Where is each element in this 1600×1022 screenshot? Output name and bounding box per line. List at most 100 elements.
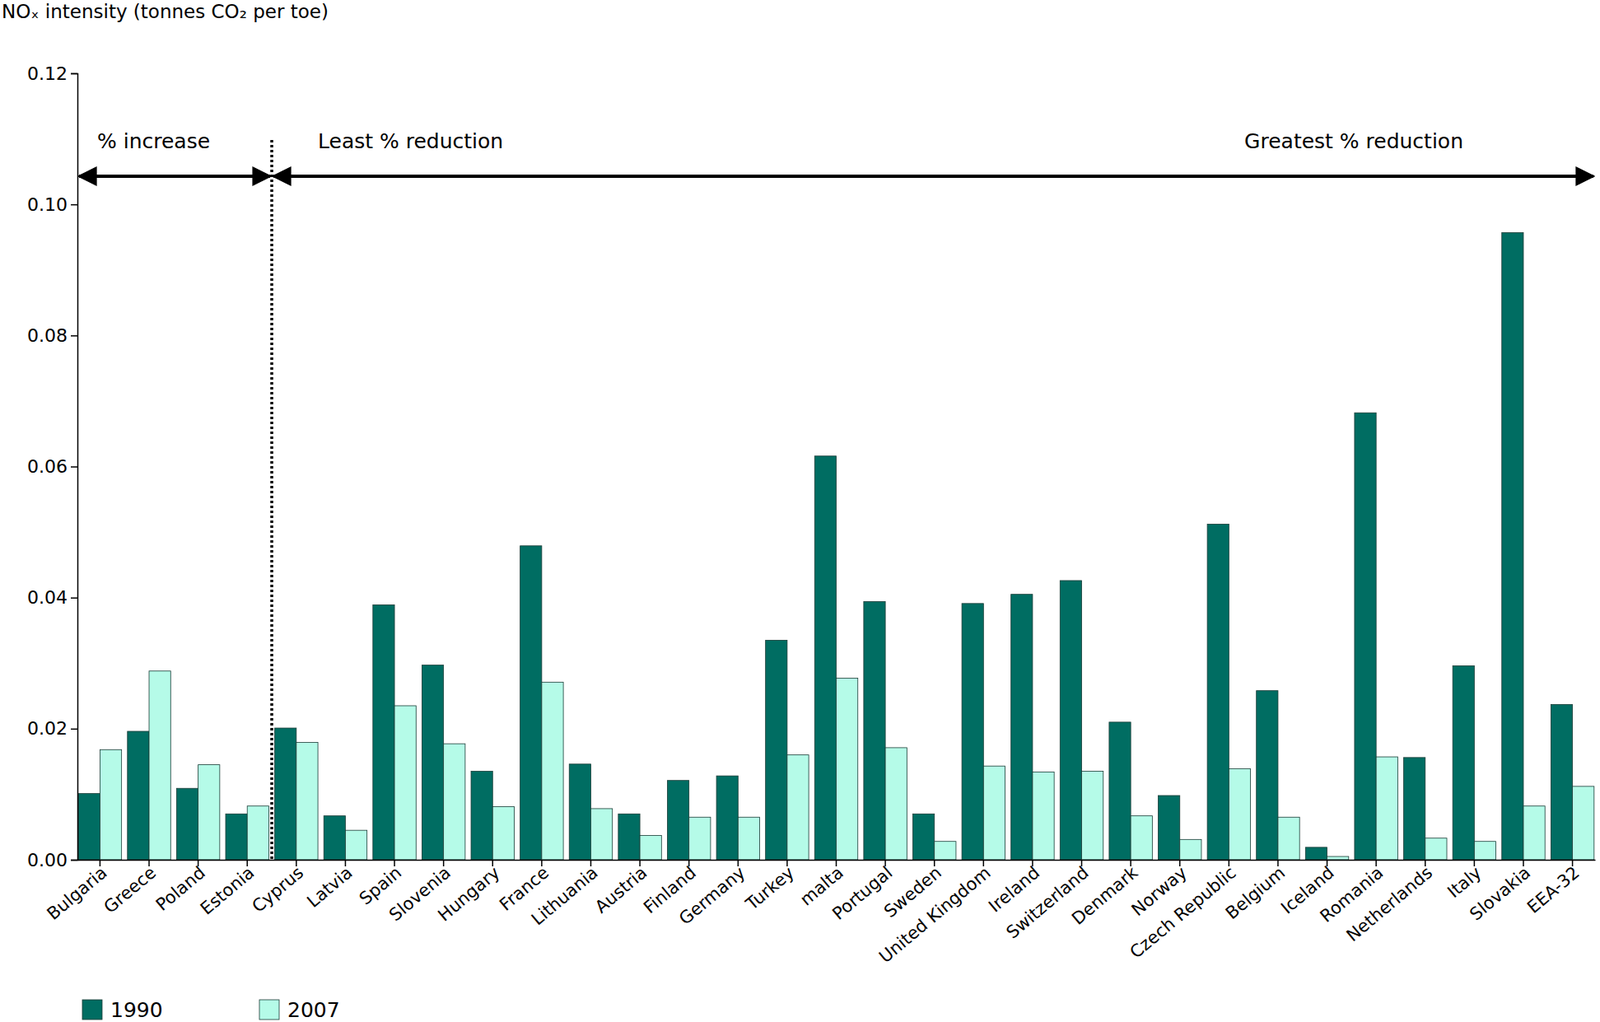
bar — [912, 813, 934, 860]
annotation: Least % reduction — [317, 129, 504, 154]
legend-label: 2007 — [287, 998, 341, 1022]
tick-label: 0.12 — [27, 63, 68, 84]
tick-label: Latvia — [303, 862, 356, 911]
divider — [270, 139, 274, 860]
tick-label: Lithuania — [527, 862, 602, 929]
tick-label: Denmark — [1068, 862, 1143, 929]
tick-label: Czech Republic — [1126, 862, 1241, 962]
tick-label: Estonia — [196, 862, 259, 919]
bar — [885, 747, 907, 860]
tick-label: Bulgaria — [42, 862, 111, 924]
tick-label: 0.00 — [27, 849, 68, 871]
tick-label: 0.10 — [27, 194, 68, 215]
tick-label: Germany — [675, 862, 749, 929]
y-axis: 0.00 0.02 0.04 0.06 0.08 0.10 0.12 — [27, 63, 78, 871]
tick-label: 0.08 — [27, 325, 68, 346]
bar — [667, 780, 689, 860]
tick-mark — [70, 204, 78, 206]
tick-label: Greece — [100, 862, 161, 917]
tick-label: Belgium — [1222, 862, 1289, 924]
tick-label: Netherlands — [1342, 862, 1436, 946]
tick-mark — [70, 466, 78, 468]
bar — [765, 639, 788, 860]
bar — [443, 743, 466, 860]
axis-line — [70, 74, 79, 861]
bar — [225, 813, 248, 860]
tick-label: Cyprus — [247, 862, 308, 917]
bar — [78, 793, 100, 860]
tick: Italy — [1443, 859, 1485, 902]
bar — [1109, 722, 1131, 860]
tick-label: Italy — [1443, 862, 1485, 902]
tick: Denmark — [1068, 859, 1143, 929]
legend: 1990 2007 — [82, 998, 341, 1022]
bar — [1011, 594, 1033, 860]
bar — [1425, 838, 1447, 860]
tick-label: EEA-32 — [1523, 862, 1584, 917]
tick-mark — [70, 728, 78, 731]
bar — [1032, 771, 1055, 860]
tick: Netherlands — [1342, 859, 1436, 946]
bar — [1523, 806, 1545, 860]
tick: 0.06 — [27, 456, 78, 477]
tick: 0.00 — [27, 849, 78, 871]
tick-mark — [70, 335, 78, 337]
bar — [618, 813, 640, 860]
bar — [373, 604, 395, 860]
bar — [1059, 580, 1082, 860]
bar — [787, 755, 809, 860]
tick: Latvia — [303, 859, 356, 912]
bar — [639, 835, 662, 860]
tick: Turkey — [741, 859, 799, 915]
bar — [1082, 771, 1104, 860]
annotation: % increase — [97, 129, 210, 154]
tick: Hungary — [433, 859, 504, 925]
tick-label: Hungary — [433, 862, 504, 925]
x-axis: BulgariaGreecePolandEstoniaCyprusLatviaS… — [42, 859, 1596, 967]
bar — [1572, 786, 1595, 860]
bar — [198, 765, 220, 860]
tick-label: 0.02 — [27, 718, 68, 739]
bar — [1550, 704, 1573, 860]
legend-item: 2007 — [259, 998, 341, 1022]
arrow — [273, 174, 1594, 178]
tick-mark — [70, 597, 78, 599]
bar — [1158, 795, 1181, 860]
tick: Belgium — [1222, 859, 1289, 924]
legend-swatch — [82, 999, 103, 1020]
tick: Greece — [100, 859, 161, 918]
tick: 0.08 — [27, 325, 78, 346]
bar — [296, 742, 318, 860]
legend-label: 1990 — [110, 998, 164, 1022]
bar — [1305, 847, 1327, 860]
arrow — [79, 174, 271, 178]
bar — [590, 808, 612, 860]
bar — [1452, 665, 1475, 860]
bar — [1180, 839, 1202, 860]
tick: United Kingdom — [875, 859, 995, 967]
tick: Slovakia — [1465, 859, 1535, 925]
bar — [1256, 690, 1279, 860]
bar — [569, 764, 591, 860]
tick: Estonia — [196, 859, 259, 919]
tick-label: United Kingdom — [875, 862, 995, 967]
annotations: % increaseLeast % reductionGreatest % re… — [79, 129, 1594, 860]
bar — [345, 830, 367, 860]
bar — [99, 749, 122, 860]
bar — [541, 681, 564, 860]
bar — [149, 671, 171, 860]
tick: Cyprus — [247, 859, 308, 917]
chart: 0.00 0.02 0.04 0.06 0.08 0.10 0.12 BulgariaGree… — [0, 0, 1600, 1022]
bar — [934, 841, 957, 860]
tick: 0.04 — [27, 587, 78, 608]
bar — [737, 816, 760, 860]
bar — [1327, 856, 1349, 860]
bar — [275, 727, 297, 860]
tick: Germany — [675, 859, 749, 929]
bar — [1228, 768, 1251, 860]
bar — [1354, 412, 1377, 860]
tick: Bulgaria — [42, 859, 111, 924]
bar — [863, 601, 886, 860]
tick-label: Austria — [591, 862, 651, 917]
tick-mark — [70, 859, 78, 862]
